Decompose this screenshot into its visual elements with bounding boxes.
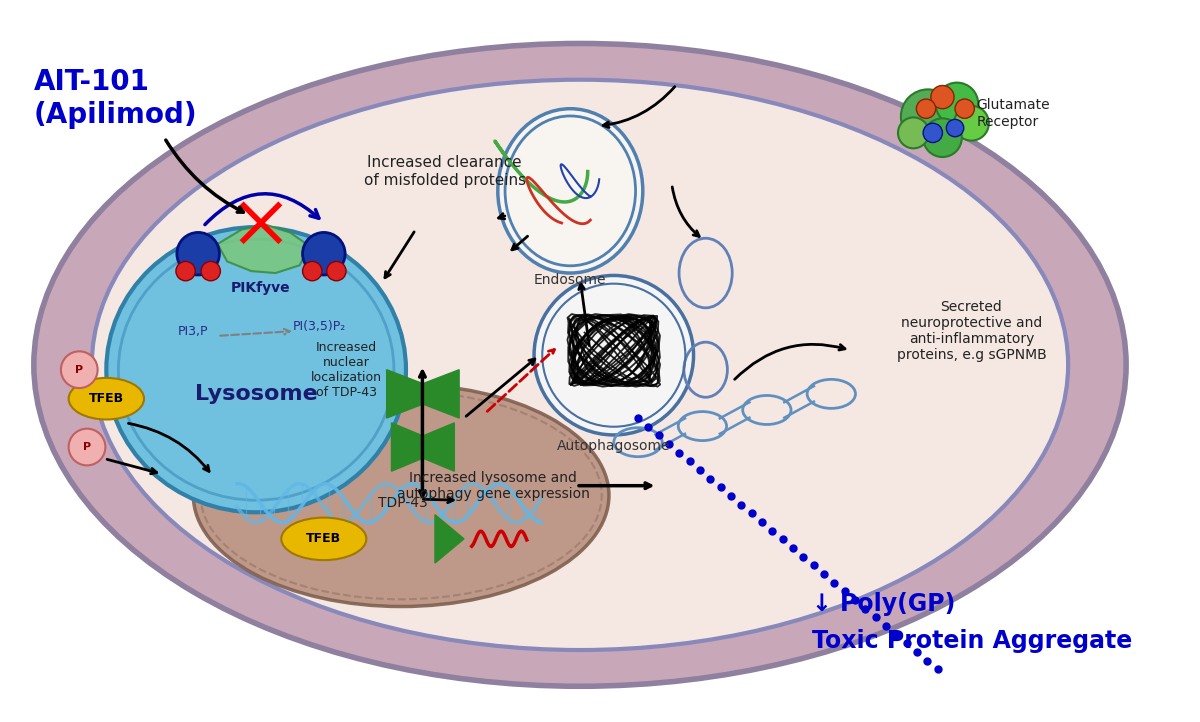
Text: Toxic Protein Aggregate: Toxic Protein Aggregate [812,629,1133,653]
Text: Secreted
neuroprotective and
anti-inflammatory
proteins, e.g sGPNMB: Secreted neuroprotective and anti-inflam… [896,300,1046,362]
Circle shape [326,261,346,281]
Text: Endosome: Endosome [534,273,606,287]
Circle shape [901,90,955,144]
Text: PIKfyve: PIKfyve [232,281,290,295]
Ellipse shape [34,43,1126,687]
Ellipse shape [498,109,643,273]
Circle shape [68,429,106,466]
Text: Autophagosome: Autophagosome [557,439,671,453]
Circle shape [917,99,936,118]
FancyArrowPatch shape [205,193,319,225]
Ellipse shape [193,384,608,606]
Circle shape [955,99,974,118]
Text: Lysosome: Lysosome [194,384,318,404]
Circle shape [954,106,989,141]
Circle shape [947,119,964,136]
Circle shape [936,82,978,125]
Circle shape [302,261,322,281]
Ellipse shape [281,518,366,560]
Ellipse shape [68,378,144,419]
Text: ↓ Poly(GP): ↓ Poly(GP) [812,592,955,616]
Text: TFEB: TFEB [306,532,341,545]
Circle shape [176,261,196,281]
Text: TFEB: TFEB [89,392,124,405]
Text: Increased lysosome and
autophagy gene expression: Increased lysosome and autophagy gene ex… [396,471,589,501]
Text: TDP-43: TDP-43 [378,496,428,510]
Circle shape [302,232,346,275]
Text: Glutamate
Receptor: Glutamate Receptor [977,98,1050,129]
Ellipse shape [534,276,694,435]
Text: PI(3,5)P₂: PI(3,5)P₂ [293,320,346,333]
Polygon shape [434,515,464,563]
Text: P: P [76,365,83,375]
Polygon shape [386,370,450,418]
Circle shape [923,123,942,142]
Ellipse shape [92,79,1068,650]
Polygon shape [396,370,460,418]
Polygon shape [396,423,455,471]
Circle shape [898,118,929,148]
Polygon shape [391,423,450,471]
Circle shape [61,352,97,388]
Circle shape [931,85,954,109]
Text: AIT-101
(Apilimod): AIT-101 (Apilimod) [34,68,198,129]
Circle shape [176,232,220,275]
Ellipse shape [107,227,406,513]
Circle shape [923,118,961,157]
Polygon shape [217,225,310,273]
Circle shape [202,261,221,281]
Text: P: P [83,442,91,452]
Text: PI3,P: PI3,P [178,324,209,337]
Text: Increased clearance
of misfolded proteins: Increased clearance of misfolded protein… [364,155,526,188]
Text: Increased
nuclear
localization
of TDP-43: Increased nuclear localization of TDP-43 [311,341,382,399]
